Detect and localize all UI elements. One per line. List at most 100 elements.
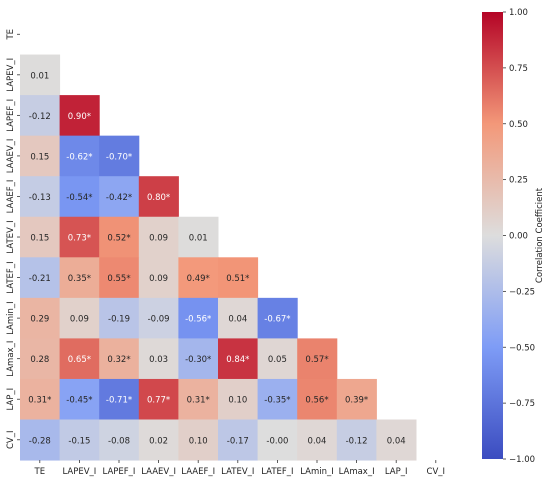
heatmap-cell xyxy=(20,176,61,218)
cell-value-label: 0.31* xyxy=(28,396,51,406)
heatmap-cell xyxy=(20,338,61,380)
cell-value-label: -0.54* xyxy=(66,193,92,203)
heatmap-cell xyxy=(138,378,179,420)
cell-value-label: 0.09 xyxy=(149,234,168,244)
cell-value-label: -0.67* xyxy=(264,315,290,325)
cell-value-label: 0.77* xyxy=(147,396,170,406)
colorbar-tick-label: 0.00 xyxy=(509,232,528,242)
cell-value-label: 0.04 xyxy=(308,436,327,446)
cell-value-label: -0.09 xyxy=(148,315,170,325)
y-tick-label: LAPEV_I xyxy=(6,58,16,92)
cell-value-label: 0.28 xyxy=(30,355,49,365)
cell-value-label: 0.39* xyxy=(345,396,368,406)
cell-value-label: 0.10 xyxy=(228,396,247,406)
heatmap-cell xyxy=(138,216,179,258)
heatmap-cell xyxy=(99,297,140,339)
heatmap-cell xyxy=(257,297,298,339)
heatmap-cell xyxy=(20,378,61,420)
cell-value-label: -0.00 xyxy=(266,436,288,446)
y-tick-label: LATEF_I xyxy=(6,261,16,293)
cell-value-label: -0.45* xyxy=(66,396,92,406)
heatmap-cell xyxy=(178,297,219,339)
heatmap-cell xyxy=(59,95,100,137)
heatmap-cell xyxy=(218,297,259,339)
cell-value-label: 0.31* xyxy=(187,396,210,406)
heatmap-cell xyxy=(59,338,100,380)
cell-value-label: 0.09 xyxy=(70,315,89,325)
x-axis-ticks: TE LAPEV_I LAPEF_I LAAEV_I LAAEF_I LATEV_I LAT… xyxy=(34,460,446,477)
cell-value-label: 0.01 xyxy=(30,71,49,81)
cell-value-label: 0.29 xyxy=(30,315,49,325)
cell-value-label: -0.62* xyxy=(66,152,92,162)
heatmap-cell xyxy=(257,419,298,461)
cell-value-label: -0.13 xyxy=(29,193,51,203)
cell-value-label: 0.02 xyxy=(149,436,168,446)
heatmap-cell xyxy=(20,257,61,299)
cell-value-label: 0.65* xyxy=(68,355,91,365)
y-tick-label: LAP_I xyxy=(6,388,16,411)
cell-value-label: 0.57* xyxy=(305,355,328,365)
heatmap-cell xyxy=(59,216,100,258)
cell-value-label: -0.30* xyxy=(185,355,211,365)
cell-value-label: 0.51* xyxy=(226,274,249,284)
heatmap-cell xyxy=(178,419,219,461)
heatmap-cell xyxy=(20,216,61,258)
cell-value-label: 0.04 xyxy=(228,315,247,325)
heatmap-cell xyxy=(20,54,61,96)
x-tick-label: LAPEF_I xyxy=(103,467,136,477)
cell-value-label: -0.12 xyxy=(346,436,368,446)
heatmap-cell xyxy=(376,419,417,461)
colorbar-tick-label: −0.50 xyxy=(509,343,535,353)
heatmap-cell xyxy=(99,257,140,299)
x-tick-label: LAP_I xyxy=(385,467,408,477)
heatmap-cell xyxy=(99,419,140,461)
cell-value-label: -0.35* xyxy=(264,396,290,406)
colorbar: 1.00 0.75 0.50 0.25 0.00 −0.25 −0.50 −0.75 −1.00… xyxy=(482,8,545,465)
cell-value-label: -0.08 xyxy=(108,436,130,446)
cell-value-label: 0.05 xyxy=(268,355,287,365)
heatmap-cell xyxy=(297,338,338,380)
heatmap-cell xyxy=(20,95,61,137)
heatmap-cells xyxy=(20,54,417,461)
cell-value-label: -0.12 xyxy=(29,112,51,122)
cell-value-label: 0.01 xyxy=(189,234,208,244)
y-tick-label: LAPEF_I xyxy=(6,99,16,132)
heatmap-cell xyxy=(59,419,100,461)
cell-value-label: 0.32* xyxy=(107,355,130,365)
heatmap-cell xyxy=(59,176,100,218)
heatmap-cell xyxy=(257,378,298,420)
colorbar-tick-label: −0.25 xyxy=(509,287,535,297)
cell-value-label: 0.35* xyxy=(68,274,91,284)
cell-value-label: -0.17 xyxy=(227,436,249,446)
y-tick-label: LATEV_I xyxy=(6,220,16,253)
cell-value-label: -0.21 xyxy=(29,274,51,284)
x-tick-label: LAmax_I xyxy=(339,467,375,477)
heatmap-cell xyxy=(138,176,179,218)
cell-value-label: 0.84* xyxy=(226,355,249,365)
cell-value-label: 0.52* xyxy=(107,234,130,244)
heatmap-cell xyxy=(336,378,377,420)
x-tick-label: LATEV_I xyxy=(221,467,254,477)
heatmap-cell xyxy=(138,297,179,339)
cell-value-label: 0.04 xyxy=(387,436,406,446)
heatmap-cell xyxy=(20,419,61,461)
cell-value-label: -0.19 xyxy=(108,315,130,325)
cell-value-label: -0.70* xyxy=(106,152,132,162)
heatmap-cell xyxy=(297,378,338,420)
heatmap-cell xyxy=(218,378,259,420)
heatmap-cell xyxy=(99,176,140,218)
heatmap-cell xyxy=(20,135,61,177)
x-tick-label: LAmin_I xyxy=(300,467,334,477)
colorbar-tick-label: −0.75 xyxy=(509,399,535,409)
heatmap-cell xyxy=(99,216,140,258)
colorbar-gradient xyxy=(482,12,503,459)
heatmap-cell xyxy=(99,338,140,380)
y-tick-label: LAAEF_I xyxy=(6,180,16,214)
heatmap-cell xyxy=(99,135,140,177)
x-tick-label: TE xyxy=(34,467,46,477)
heatmap-cell xyxy=(218,338,259,380)
x-tick-label: LAPEV_I xyxy=(62,467,96,477)
heatmap-cell xyxy=(178,216,219,258)
heatmap-cell xyxy=(138,257,179,299)
x-tick-label: CV_I xyxy=(427,467,446,477)
